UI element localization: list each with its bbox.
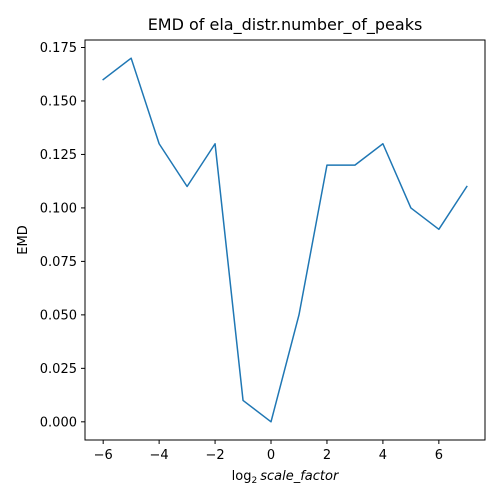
series-line-0 (102, 57, 468, 423)
x-axis-label: log2 scale_factor (232, 469, 340, 486)
y-axis-ticks: 0.000 0.025 0.050 0.075 0.100 0.125 0.150 0.175 (40, 41, 85, 430)
x-tick-label: −6 (94, 448, 113, 463)
y-tick-label: 0.000 (40, 415, 77, 430)
x-tick-label: 6 (435, 448, 443, 463)
x-axis-label-log: log (232, 469, 252, 484)
y-tick-label: 0.075 (40, 255, 77, 270)
x-axis-ticks: −6 −4 −2 0 2 4 6 (94, 440, 443, 463)
x-tick-label: −4 (150, 448, 169, 463)
x-tick-label: −2 (205, 448, 224, 463)
x-axis-label-variable: scale_factor (260, 469, 340, 484)
x-tick-label: 0 (267, 448, 275, 463)
axes-frame (84, 39, 486, 441)
y-tick-label: 0.150 (40, 94, 77, 109)
y-tick-label: 0.050 (40, 308, 77, 323)
x-axis-label-base: 2 (252, 476, 258, 486)
y-tick-label: 0.025 (40, 362, 77, 377)
y-tick-label: 0.125 (40, 148, 77, 163)
chart-title: EMD of ela_distr.number_of_peaks (148, 15, 423, 35)
y-axis-label: EMD (16, 225, 31, 254)
x-tick-label: 2 (323, 448, 331, 463)
y-tick-label: 0.175 (40, 41, 77, 56)
plot-area (102, 57, 468, 423)
y-tick-label: 0.100 (40, 201, 77, 216)
x-tick-label: 4 (379, 448, 387, 463)
